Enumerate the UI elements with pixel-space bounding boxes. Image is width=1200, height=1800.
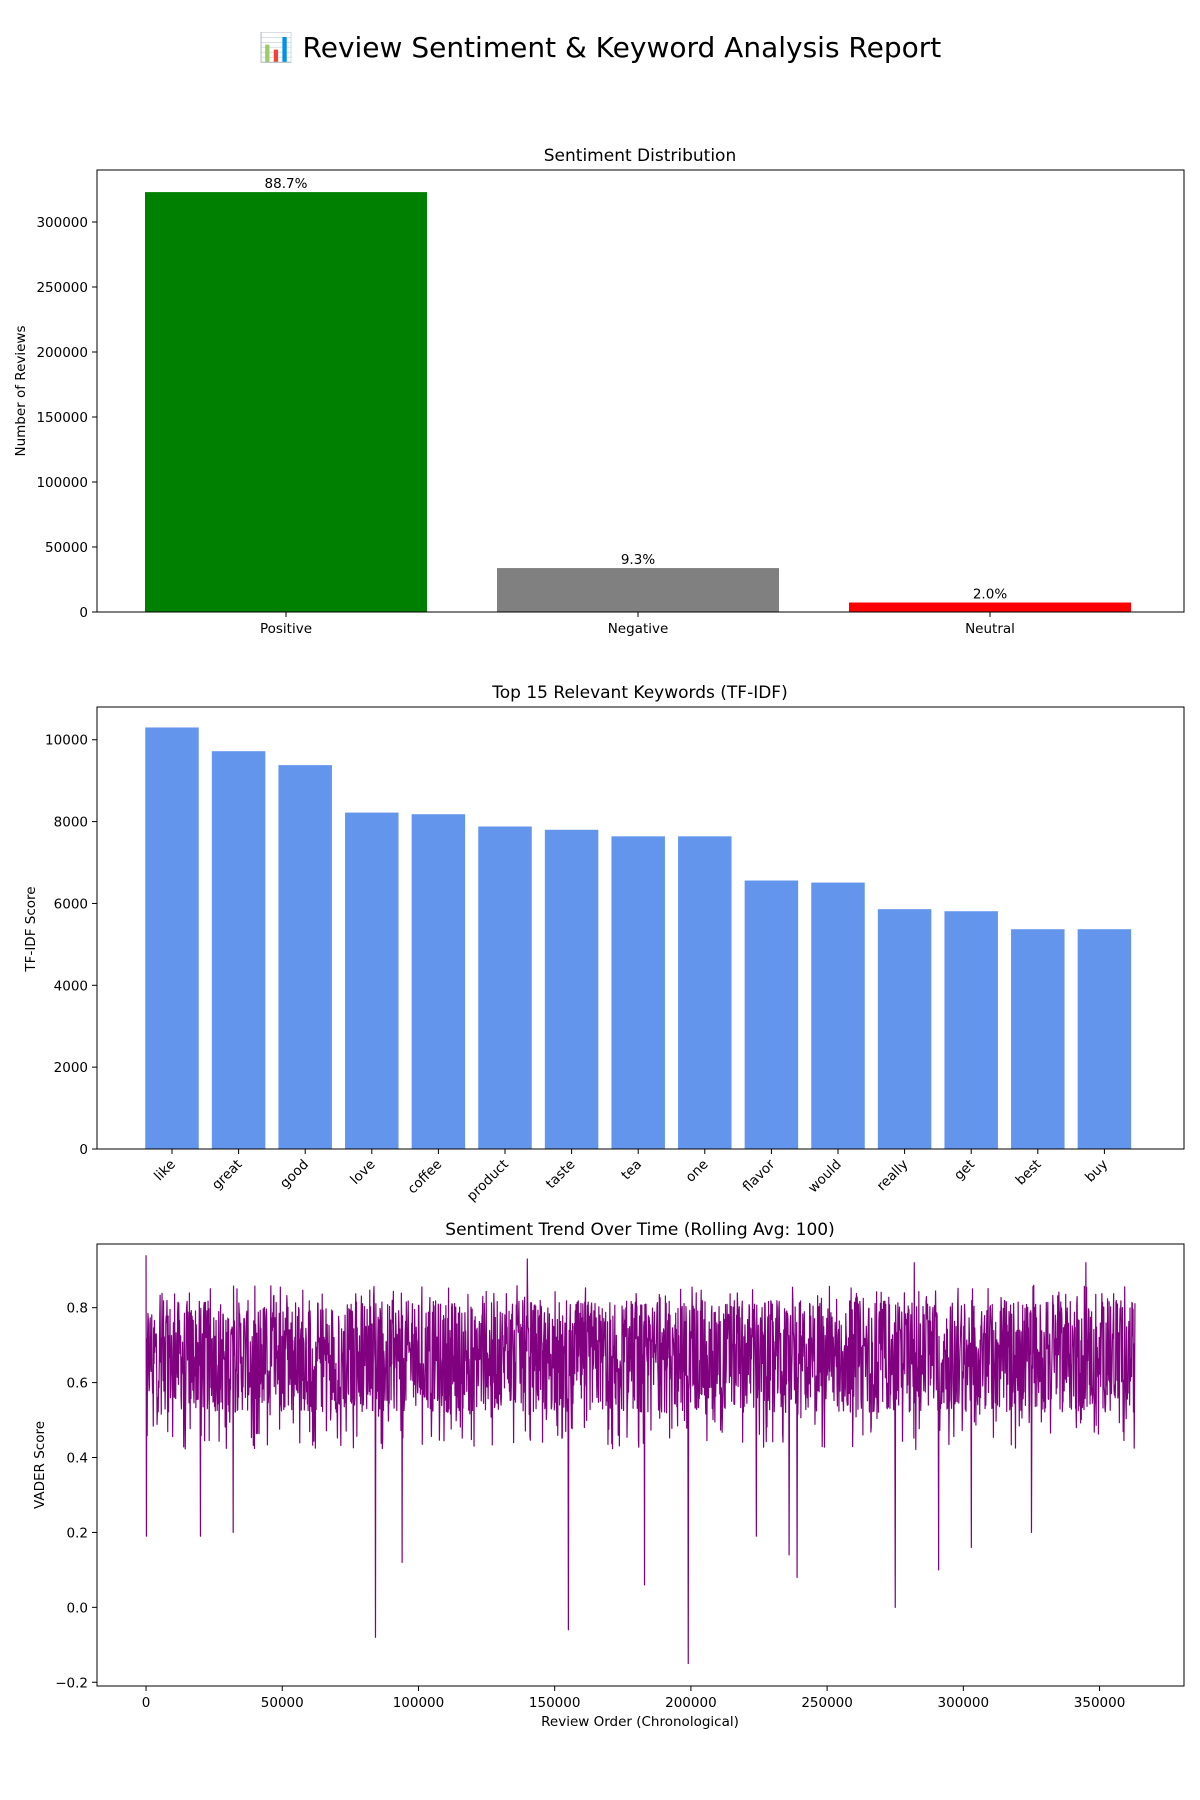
x-tick-label: like — [151, 1157, 179, 1185]
x-tick-label: 100000 — [393, 1695, 445, 1711]
bar-positive — [145, 192, 427, 612]
bar-like — [145, 727, 199, 1149]
y-tick-label: 0.6 — [67, 1376, 88, 1392]
bar-great — [211, 751, 266, 1149]
x-tick-label: Neutral — [965, 621, 1015, 637]
y-tick-label: 0.2 — [67, 1525, 88, 1541]
x-tick-label: great — [209, 1157, 246, 1194]
bar-value-label: 9.3% — [621, 552, 655, 568]
y-tick-label: 0.8 — [67, 1301, 88, 1317]
bar-value-label: 88.7% — [265, 176, 308, 192]
x-axis-label: Review Order (Chronological) — [541, 1714, 739, 1730]
y-tick-label: 100000 — [36, 475, 88, 491]
bar-really — [877, 909, 932, 1149]
bar-negative — [497, 568, 779, 612]
y-tick-label: 200000 — [36, 345, 88, 361]
y-tick-label: −0.2 — [55, 1675, 88, 1691]
y-tick-label: 0 — [79, 605, 88, 621]
bar-flavor — [744, 880, 799, 1149]
y-tick-label: 50000 — [45, 540, 88, 556]
x-tick-label: 0 — [142, 1695, 151, 1711]
x-tick-label: 250000 — [801, 1695, 853, 1711]
y-tick-label: 10000 — [45, 733, 88, 749]
x-tick-label: buy — [1082, 1157, 1111, 1186]
y-tick-label: 0 — [79, 1142, 88, 1158]
x-tick-label: 200000 — [665, 1695, 717, 1711]
bar-tea — [611, 836, 665, 1149]
sentiment-distribution-chart: Sentiment Distribution Number of Reviews… — [13, 146, 1185, 637]
axes-frame — [96, 1243, 1185, 1687]
y-tick-label: 6000 — [54, 896, 88, 912]
bar-love — [345, 812, 399, 1149]
y-tick-label: 250000 — [36, 280, 88, 296]
bar-good — [278, 765, 332, 1149]
bar-taste — [544, 829, 599, 1149]
bar-neutral — [849, 602, 1131, 612]
y-axis-label: TF-IDF Score — [23, 886, 39, 972]
x-tick-label: 50000 — [261, 1695, 304, 1711]
chart-title: Top 15 Relevant Keywords (TF-IDF) — [491, 683, 787, 703]
y-axis-label: VADER Score — [32, 1421, 48, 1509]
x-tick-label: taste — [543, 1157, 578, 1192]
chart-title: Sentiment Trend Over Time (Rolling Avg: … — [445, 1220, 834, 1240]
report-title: 📊 Review Sentiment & Keyword Analysis Re… — [259, 31, 942, 64]
y-tick-label: 150000 — [36, 410, 88, 426]
x-tick-label: 350000 — [1074, 1695, 1126, 1711]
x-tick-label: best — [1013, 1157, 1045, 1189]
vader-trend-line — [145, 1255, 1136, 1665]
x-tick-label: flavor — [740, 1156, 779, 1195]
x-tick-label: 150000 — [529, 1695, 581, 1711]
x-tick-label: get — [951, 1157, 978, 1184]
bar-best — [1011, 929, 1065, 1149]
x-tick-label: really — [874, 1157, 912, 1195]
y-tick-label: 8000 — [54, 815, 88, 831]
bar-coffee — [411, 814, 466, 1149]
bar-would — [811, 882, 865, 1149]
bar-buy — [1077, 929, 1132, 1149]
bar-one — [678, 836, 732, 1149]
y-tick-label: 2000 — [54, 1060, 88, 1076]
x-tick-label: love — [347, 1157, 378, 1188]
x-tick-label: one — [683, 1157, 712, 1186]
x-tick-label: product — [464, 1157, 512, 1205]
x-tick-label: good — [277, 1157, 312, 1192]
y-axis-label: Number of Reviews — [13, 325, 29, 456]
y-tick-label: 0.0 — [67, 1600, 88, 1616]
x-tick-label: Positive — [260, 621, 312, 637]
keywords-chart: Top 15 Relevant Keywords (TF-IDF) TF-IDF… — [23, 683, 1185, 1205]
y-tick-label: 300000 — [36, 215, 88, 231]
sentiment-trend-chart: Sentiment Trend Over Time (Rolling Avg: … — [32, 1220, 1185, 1730]
bar-value-label: 2.0% — [973, 587, 1007, 603]
x-tick-label: 300000 — [938, 1695, 990, 1711]
y-tick-label: 4000 — [54, 978, 88, 994]
chart-title: Sentiment Distribution — [544, 146, 736, 166]
x-tick-label: coffee — [404, 1157, 445, 1198]
x-tick-label: tea — [618, 1157, 645, 1184]
x-tick-label: would — [805, 1157, 845, 1197]
x-tick-label: Negative — [608, 621, 669, 637]
bar-product — [478, 826, 532, 1149]
axes-frame — [96, 706, 1185, 1150]
axes-frame — [96, 169, 1185, 613]
bar-get — [944, 911, 998, 1149]
y-tick-label: 0.4 — [67, 1451, 88, 1467]
